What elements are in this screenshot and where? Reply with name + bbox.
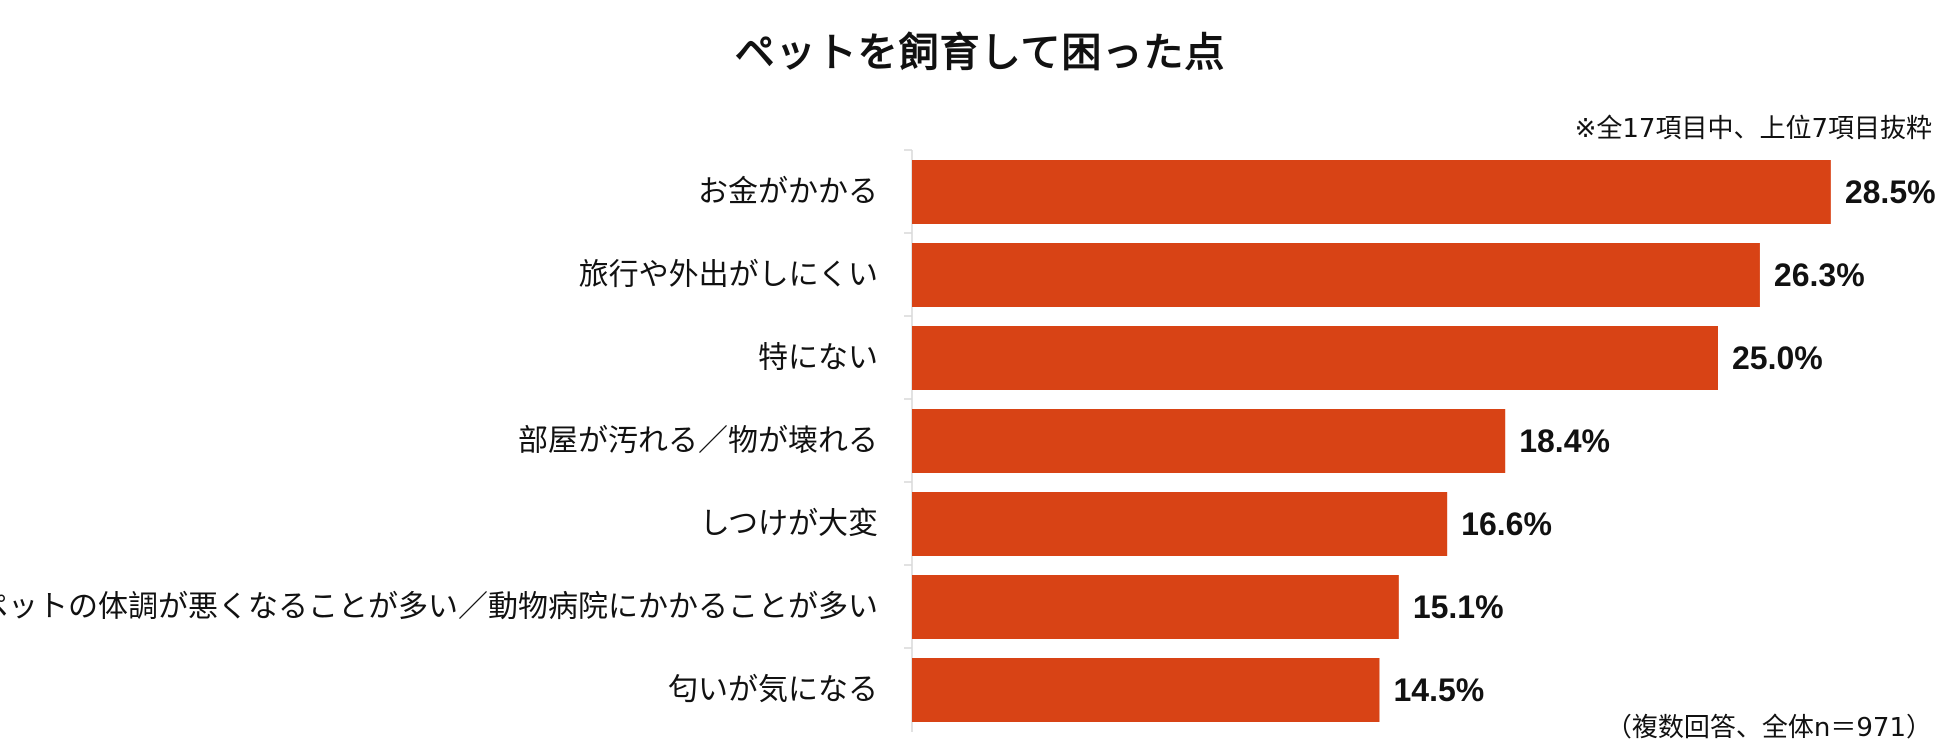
category-label: お金がかかる xyxy=(698,175,878,210)
category-label: 旅行や外出がしにくい xyxy=(579,258,878,293)
bar xyxy=(912,658,1380,722)
value-label: 26.3% xyxy=(1774,257,1865,293)
category-label: 匂いが気になる xyxy=(668,673,878,708)
value-label: 15.1% xyxy=(1413,589,1504,625)
value-label: 16.6% xyxy=(1461,506,1552,542)
bar xyxy=(912,326,1718,390)
bars-layer: お金がかかる 28.5% 旅行や外出がしにくい 26.3% 特にない 25.0% 部屋が汚れ… xyxy=(0,149,1936,732)
value-label: 18.4% xyxy=(1519,423,1610,459)
scope-note: ※全17項目中、上位7項目抜粋 xyxy=(1574,114,1932,144)
bar xyxy=(912,575,1399,639)
chart-title: ペットを飼育して困った点 xyxy=(734,30,1226,76)
bar xyxy=(912,243,1760,307)
category-label: 特にない xyxy=(758,341,878,376)
value-label: 28.5% xyxy=(1845,174,1936,210)
category-label: 部屋が汚れる／物が壊れる xyxy=(518,424,878,459)
bar xyxy=(912,492,1448,556)
category-label: ペットの体調が悪くなることが多い／動物病院にかかることが多い xyxy=(0,590,878,625)
bar xyxy=(912,160,1831,224)
value-label: 14.5% xyxy=(1393,672,1484,708)
sample-note: （複数回答、全体n＝971） xyxy=(1605,713,1932,743)
category-label: しつけが大変 xyxy=(700,507,878,542)
value-label: 25.0% xyxy=(1732,340,1823,376)
bar xyxy=(912,409,1506,473)
